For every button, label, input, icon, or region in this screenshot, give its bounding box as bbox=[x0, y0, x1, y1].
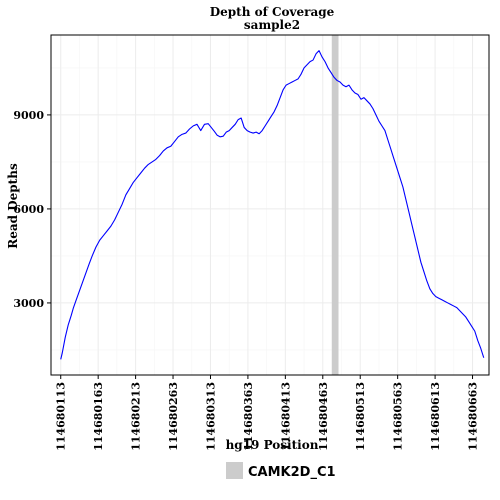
x-tick-label: 114680413 bbox=[279, 382, 292, 451]
highlight-region bbox=[331, 35, 339, 375]
x-tick-label: 114680113 bbox=[55, 382, 68, 451]
x-tick-label: 114680213 bbox=[130, 382, 143, 451]
minor-gridlines bbox=[51, 35, 489, 375]
x-tick-label: 114680163 bbox=[92, 382, 105, 451]
chart-title: Depth of Coverage bbox=[210, 5, 335, 19]
legend: CAMK2D_C1 bbox=[226, 462, 336, 480]
y-axis-ticks: 3000 6000 9000 bbox=[13, 109, 51, 310]
major-gridlines bbox=[51, 35, 489, 375]
x-tick-label: 114680513 bbox=[354, 382, 367, 451]
chart-subtitle: sample2 bbox=[244, 18, 300, 32]
highlight-region-rect bbox=[331, 35, 339, 375]
legend-label: CAMK2D_C1 bbox=[248, 465, 336, 480]
x-tick-label: 114680563 bbox=[392, 382, 405, 451]
x-tick-label: 114680363 bbox=[242, 382, 255, 451]
legend-key bbox=[226, 462, 243, 479]
x-axis-ticks: 114680113 114680163 114680213 114680263 1146… bbox=[55, 375, 480, 451]
y-tick-label: 3000 bbox=[13, 297, 44, 310]
series-layer bbox=[60, 50, 485, 360]
x-tick-label: 114680613 bbox=[429, 382, 442, 451]
coverage-line bbox=[60, 50, 485, 360]
x-tick-label: 114680463 bbox=[317, 382, 330, 451]
y-tick-label: 9000 bbox=[13, 109, 44, 122]
y-tick-label: 6000 bbox=[13, 203, 44, 216]
x-tick-label: 114680263 bbox=[167, 382, 180, 451]
x-tick-label: 114680313 bbox=[204, 382, 217, 451]
x-tick-label: 114680663 bbox=[467, 382, 480, 451]
x-axis-title: hg19 Position bbox=[226, 438, 319, 452]
y-axis-title: Read Depths bbox=[6, 163, 20, 249]
plot-panel-border bbox=[50, 34, 490, 376]
